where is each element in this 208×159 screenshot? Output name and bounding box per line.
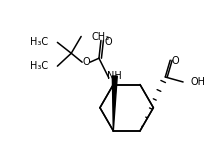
Polygon shape (112, 76, 117, 131)
Text: O: O (104, 37, 112, 47)
Text: CH₃: CH₃ (91, 32, 109, 42)
Text: NH: NH (107, 71, 122, 81)
Text: H₃C: H₃C (30, 37, 48, 47)
Text: OH: OH (190, 77, 205, 87)
Text: O: O (171, 56, 179, 66)
Text: H₃C: H₃C (30, 61, 48, 71)
Text: O: O (82, 57, 90, 67)
